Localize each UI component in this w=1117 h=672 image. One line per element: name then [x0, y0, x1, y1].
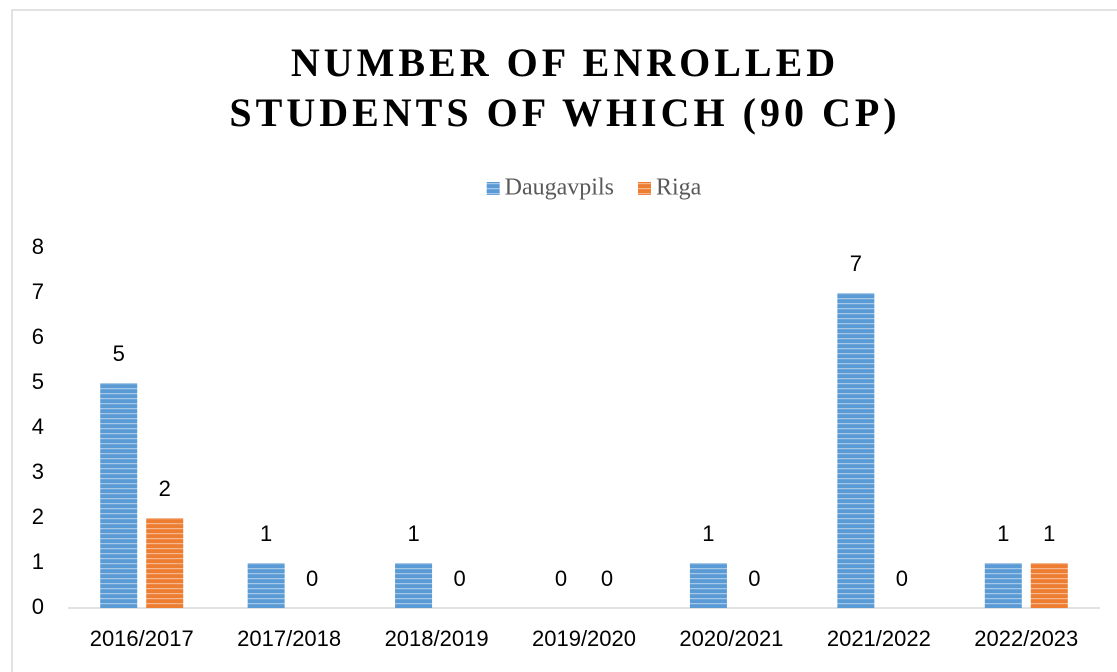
- y-tick-label: 5: [32, 369, 44, 394]
- data-label: 0: [453, 566, 465, 591]
- legend-label: Daugavpils: [505, 175, 614, 201]
- data-label: 1: [260, 521, 272, 546]
- bar: [395, 563, 433, 608]
- x-tick-label: 2017/2018: [237, 626, 341, 651]
- bar: [247, 563, 285, 608]
- data-label: 0: [748, 566, 760, 591]
- data-label: 7: [850, 251, 862, 276]
- y-tick-label: 8: [32, 234, 44, 259]
- legend-swatch: [637, 182, 651, 195]
- y-tick-label: 4: [32, 414, 44, 439]
- data-label: 1: [1043, 521, 1055, 546]
- legend-swatch: [486, 182, 500, 195]
- y-tick-label: 3: [32, 459, 44, 484]
- bar: [984, 563, 1022, 608]
- data-label: 0: [306, 566, 318, 591]
- data-label: 0: [601, 566, 613, 591]
- y-tick-label: 7: [32, 279, 44, 304]
- x-tick-label: 2016/2017: [90, 626, 194, 651]
- data-label: 0: [896, 566, 908, 591]
- data-label: 1: [407, 521, 419, 546]
- bar: [1030, 563, 1068, 608]
- data-label: 1: [997, 521, 1009, 546]
- x-tick-label: 2019/2020: [532, 626, 636, 651]
- y-tick-label: 2: [32, 504, 44, 529]
- bar: [837, 293, 875, 608]
- chart-title: NUMBER OF ENROLLED STUDENTS OF WHICH (90…: [229, 40, 901, 135]
- legend-item: Daugavpils: [486, 175, 614, 201]
- bar: [689, 563, 727, 608]
- data-label: 5: [113, 341, 125, 366]
- bar: [146, 518, 184, 608]
- y-tick-label: 6: [32, 324, 44, 349]
- legend-item: Riga: [637, 175, 702, 201]
- chart-border: [11, 9, 1117, 672]
- y-tick-label: 1: [32, 549, 44, 574]
- bar: [100, 383, 138, 608]
- x-tick-label: 2021/2022: [827, 626, 931, 651]
- legend-label: Riga: [656, 175, 702, 201]
- data-label: 1: [702, 521, 714, 546]
- data-label: 0: [555, 566, 567, 591]
- x-tick-label: 2022/2023: [974, 626, 1078, 651]
- data-label: 2: [159, 476, 171, 501]
- y-tick-label: 0: [32, 594, 44, 619]
- x-tick-label: 2018/2019: [385, 626, 489, 651]
- x-tick-label: 2020/2021: [679, 626, 783, 651]
